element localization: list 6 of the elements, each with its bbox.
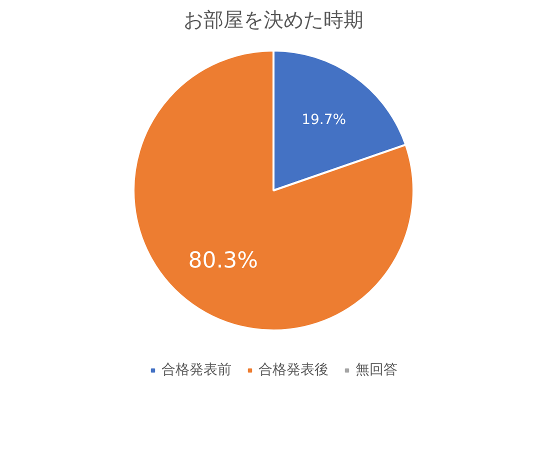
legend-label: 合格発表後 [258,361,328,379]
chart-title: お部屋を決めた時期 [184,8,364,32]
legend-label: 無回答 [356,361,398,379]
data-label: 19.7% [302,112,346,128]
legend-label: 合格発表前 [162,361,232,379]
data-label: 80.3% [188,248,258,274]
